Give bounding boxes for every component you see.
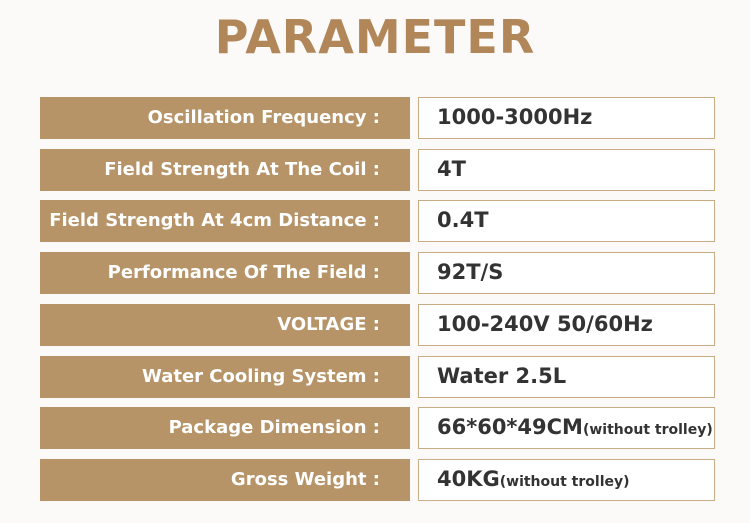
value-text: 0.4T bbox=[437, 208, 489, 233]
row-value: 4T bbox=[418, 148, 715, 191]
value-note: (without trolley) bbox=[582, 422, 713, 439]
row-label: Oscillation Frequency : bbox=[40, 97, 410, 139]
row-value: 40KG(without trolley) bbox=[418, 458, 715, 501]
row-value: 92T/S bbox=[418, 252, 715, 295]
value-text: 100-240V 50/60Hz bbox=[437, 311, 653, 336]
title: PARAMETER bbox=[214, 10, 536, 64]
row-value: 66*60*49CM(without trolley) bbox=[418, 407, 715, 450]
value-text: 92T/S bbox=[437, 260, 504, 285]
row-label: Package Dimension : bbox=[40, 407, 410, 450]
value-text: 40KG bbox=[437, 466, 500, 491]
value-text: 1000-3000Hz bbox=[437, 105, 593, 129]
row-label: VOLTAGE : bbox=[40, 303, 410, 346]
row-label: Water Cooling System : bbox=[40, 355, 410, 398]
value-text: 4T bbox=[437, 156, 466, 181]
row-label: Performance Of The Field : bbox=[40, 252, 410, 295]
value-note: (without trolley) bbox=[499, 473, 630, 490]
row-label: Field Strength At 4cm Distance : bbox=[40, 200, 410, 243]
row-value: Water 2.5L bbox=[418, 355, 715, 398]
row-value: 100-240V 50/60Hz bbox=[418, 303, 715, 346]
row-label: Gross Weight : bbox=[40, 458, 410, 501]
row-value: 1000-3000Hz bbox=[418, 97, 715, 139]
row-value: 0.4T bbox=[418, 200, 715, 243]
value-text: 66*60*49CM bbox=[437, 415, 583, 440]
value-text: Water 2.5L bbox=[437, 363, 567, 388]
row-label: Field Strength At The Coil : bbox=[40, 148, 410, 191]
